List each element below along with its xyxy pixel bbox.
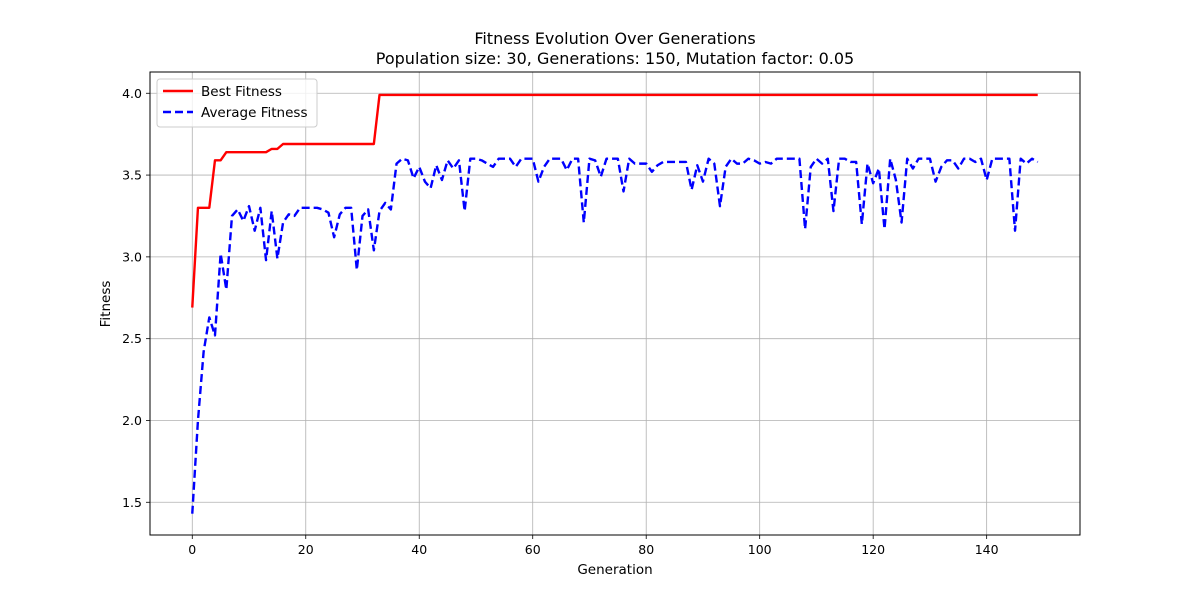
- grid: [150, 72, 1080, 535]
- y-tick-label: 2.5: [122, 331, 142, 346]
- series-line-best-fitness: [191, 93, 1038, 308]
- x-tick-label: 120: [861, 542, 885, 557]
- legend: Best Fitness Average Fitness: [156, 78, 318, 128]
- series-lines: [191, 93, 1039, 514]
- x-tick-label: 80: [638, 542, 654, 557]
- chart-title: Fitness Evolution Over Generations: [474, 29, 755, 48]
- series-line-average-fitness: [191, 157, 1039, 514]
- plot-frame: [149, 71, 1081, 536]
- x-tick-label: 140: [975, 542, 999, 557]
- x-tick-label: 100: [748, 542, 772, 557]
- y-tick-label: 3.5: [122, 168, 142, 183]
- y-tick-label: 1.5: [122, 495, 142, 510]
- legend-label-best-fitness: Best Fitness: [201, 84, 282, 100]
- y-axis-label: Fitness: [98, 281, 114, 328]
- y-tick-label: 2.0: [122, 413, 142, 428]
- legend-label-average-fitness: Average Fitness: [201, 105, 307, 121]
- y-tick-label: 4.0: [122, 86, 142, 101]
- x-tick-label: 0: [188, 542, 196, 557]
- x-tick-label: 20: [298, 542, 314, 557]
- chart-subtitle: Population size: 30, Generations: 150, M…: [376, 49, 854, 68]
- x-tick-label: 60: [525, 542, 541, 557]
- x-axis-label: Generation: [577, 562, 652, 578]
- x-tick-label: 40: [411, 542, 427, 557]
- y-tick-label: 3.0: [122, 249, 142, 264]
- legend-box: [156, 78, 318, 128]
- axis-ticks: 0 20 40 60 80 100 120 140 1.5 2.0 2.5 3.0 3.5 4.0: [122, 86, 999, 557]
